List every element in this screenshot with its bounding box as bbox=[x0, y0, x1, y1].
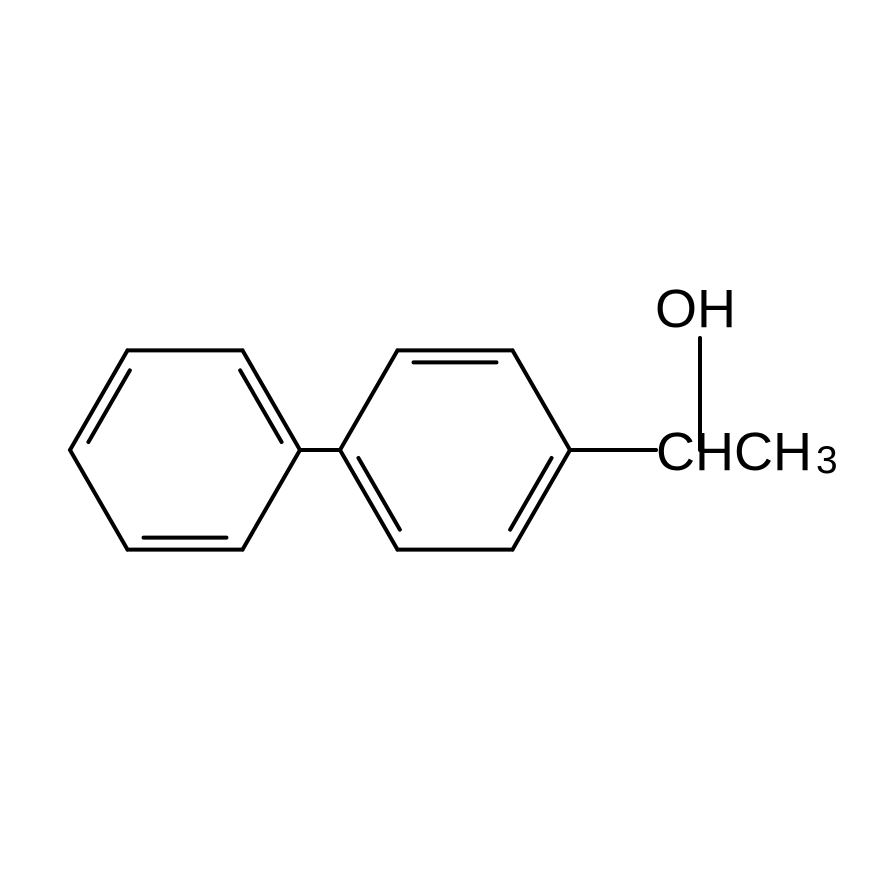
subscript-three: 3 bbox=[816, 439, 838, 483]
chch-label: CHCH bbox=[656, 421, 812, 483]
hydroxyl-label: OH bbox=[655, 278, 736, 340]
